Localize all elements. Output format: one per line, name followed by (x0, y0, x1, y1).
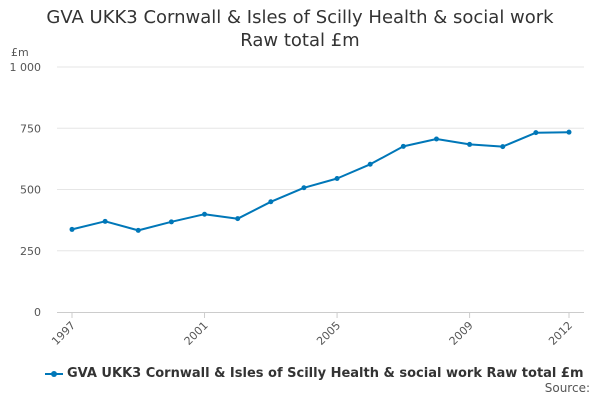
data-point (202, 211, 208, 217)
data-point (268, 199, 274, 205)
x-tick-label: 2012 (546, 319, 575, 348)
x-tick-label: 2005 (314, 319, 343, 348)
data-point (168, 219, 174, 225)
y-tick-label: 1 000 (10, 61, 42, 74)
data-point (69, 226, 75, 232)
source-label: Source: (544, 381, 590, 395)
y-tick-label: 250 (20, 245, 41, 258)
legend-line-icon (45, 367, 63, 381)
gridlines (57, 66, 584, 252)
chart-subtitle: Raw total £m (240, 30, 360, 51)
x-tick-label: 2009 (447, 319, 476, 348)
data-point (235, 216, 241, 222)
data-point (301, 185, 307, 191)
legend[interactable]: GVA UKK3 Cornwall & Isles of Scilly Heal… (45, 366, 584, 381)
y-tick-label: 0 (34, 306, 41, 319)
y-axis-label: £m (11, 46, 29, 59)
data-point (102, 218, 108, 224)
data-point (433, 136, 439, 142)
chart-title-line: GVA UKK3 Cornwall & Isles of Scilly Heal… (46, 7, 554, 28)
y-axis: 0 250 500 750 1 000 £m (10, 46, 42, 319)
data-point (500, 144, 506, 150)
series-layer (69, 129, 572, 233)
data-point (533, 130, 539, 136)
y-tick-label: 500 (20, 184, 41, 197)
data-point (400, 143, 406, 149)
chart-title: GVA UKK3 Cornwall & Isles of Scilly Heal… (0, 6, 600, 52)
data-point (467, 141, 473, 147)
data-point (367, 161, 373, 167)
x-tick-label: 2001 (182, 319, 211, 348)
legend-label: GVA UKK3 Cornwall & Isles of Scilly Heal… (67, 366, 584, 381)
x-axis: 1997 2001 2005 2009 2012 (49, 312, 584, 348)
y-tick-label: 750 (20, 122, 41, 135)
data-point (334, 175, 340, 181)
data-point (135, 227, 141, 233)
data-point (566, 129, 572, 135)
series-line (71, 131, 570, 232)
x-tick-label: 1997 (49, 319, 78, 348)
